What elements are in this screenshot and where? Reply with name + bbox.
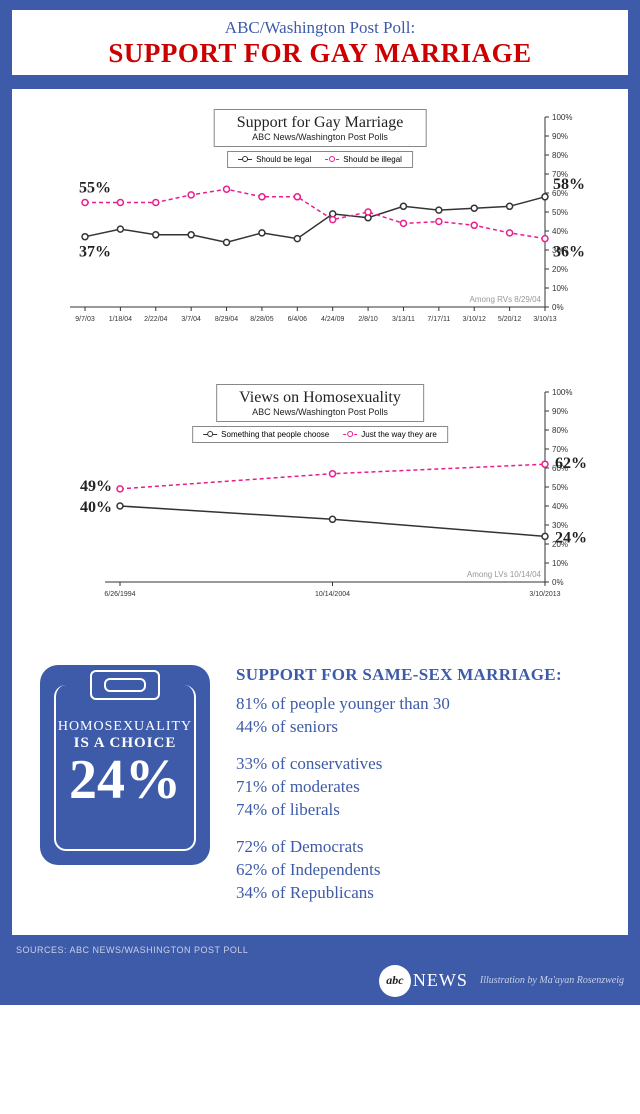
stats-line: 74% of liberals	[236, 799, 562, 822]
svg-text:58%: 58%	[553, 176, 585, 193]
clipboard-stat: HOMOSEXUALITY IS A CHOICE 24%	[40, 665, 210, 865]
legend-item: Should be legal	[238, 155, 311, 164]
svg-text:24%: 24%	[555, 529, 587, 546]
svg-text:20%: 20%	[552, 265, 568, 274]
svg-text:2/22/04: 2/22/04	[144, 316, 167, 323]
chart-title: Support for Gay Marriage	[237, 114, 404, 132]
svg-text:90%: 90%	[552, 407, 568, 416]
svg-text:6/4/06: 6/4/06	[288, 316, 308, 323]
svg-text:7/17/11: 7/17/11	[427, 316, 450, 323]
svg-text:1/18/04: 1/18/04	[109, 316, 132, 323]
svg-text:3/13/11: 3/13/11	[392, 316, 415, 323]
svg-text:40%: 40%	[80, 499, 112, 516]
legend-item: Just the way they are	[343, 430, 437, 439]
svg-text:50%: 50%	[552, 483, 568, 492]
svg-text:40%: 40%	[552, 502, 568, 511]
abc-logo-circle: abc	[379, 965, 411, 997]
stats-line: 71% of moderates	[236, 776, 562, 799]
bottom-row: HOMOSEXUALITY IS A CHOICE 24% SUPPORT FO…	[22, 657, 618, 919]
legend-label: Something that people choose	[221, 430, 329, 439]
svg-text:10%: 10%	[552, 559, 568, 568]
stats-block: SUPPORT FOR SAME-SEX MARRIAGE: 81% of pe…	[236, 665, 562, 919]
svg-text:2/8/10: 2/8/10	[358, 316, 378, 323]
svg-text:4/24/09: 4/24/09	[321, 316, 344, 323]
svg-text:5/20/12: 5/20/12	[498, 316, 521, 323]
clipboard-line1: HOMOSEXUALITY	[40, 719, 210, 735]
stats-group: 81% of people younger than 3044% of seni…	[236, 693, 562, 739]
footer: abc NEWS Illustration by Ma'ayan Rosenzw…	[12, 959, 628, 997]
chart-subtitle: ABC News/Washington Post Polls	[237, 132, 404, 142]
legend-label: Should be illegal	[343, 155, 402, 164]
chart-legend: Something that people choose Just the wa…	[192, 426, 448, 443]
news-text: NEWS	[413, 970, 468, 991]
header: ABC/Washington Post Poll: SUPPORT FOR GA…	[12, 10, 628, 75]
svg-text:80%: 80%	[552, 426, 568, 435]
chart-support: Support for Gay Marriage ABC News/Washin…	[40, 107, 600, 362]
stats-group: 33% of conservatives71% of moderates74% …	[236, 753, 562, 822]
chart-legend: Should be legal Should be illegal	[227, 151, 413, 168]
stats-line: 33% of conservatives	[236, 753, 562, 776]
svg-text:62%: 62%	[555, 455, 587, 472]
svg-text:6/26/1994: 6/26/1994	[104, 591, 135, 598]
chart-title-box: Support for Gay Marriage ABC News/Washin…	[214, 109, 427, 147]
abc-news-logo: abc NEWS	[379, 965, 468, 997]
legend-label: Just the way they are	[361, 430, 437, 439]
svg-text:40%: 40%	[552, 227, 568, 236]
illustration-credit: Illustration by Ma'ayan Rosenzweig	[480, 975, 624, 986]
svg-text:49%: 49%	[80, 478, 112, 495]
svg-text:80%: 80%	[552, 151, 568, 160]
svg-text:3/10/2013: 3/10/2013	[529, 591, 560, 598]
legend-item: Should be illegal	[325, 155, 402, 164]
svg-text:100%: 100%	[552, 113, 572, 122]
svg-text:0%: 0%	[552, 303, 564, 312]
svg-text:10/14/2004: 10/14/2004	[315, 591, 350, 598]
svg-text:3/10/13: 3/10/13	[533, 316, 556, 323]
svg-text:50%: 50%	[552, 208, 568, 217]
svg-text:10%: 10%	[552, 284, 568, 293]
svg-text:8/28/05: 8/28/05	[250, 316, 273, 323]
legend-item: Something that people choose	[203, 430, 329, 439]
stats-line: 34% of Republicans	[236, 882, 562, 905]
main-panel: Support for Gay Marriage ABC News/Washin…	[12, 89, 628, 935]
svg-text:36%: 36%	[553, 244, 585, 261]
chart-views: Views on Homosexuality ABC News/Washingt…	[40, 382, 600, 637]
svg-text:100%: 100%	[552, 388, 572, 397]
stats-heading: SUPPORT FOR SAME-SEX MARRIAGE:	[236, 665, 562, 685]
svg-text:9/7/03: 9/7/03	[75, 316, 95, 323]
svg-text:3/10/12: 3/10/12	[463, 316, 486, 323]
svg-text:Among RVs 8/29/04: Among RVs 8/29/04	[470, 295, 542, 304]
svg-text:55%: 55%	[79, 180, 111, 197]
stats-line: 81% of people younger than 30	[236, 693, 562, 716]
stats-line: 72% of Democrats	[236, 836, 562, 859]
chart-title: Views on Homosexuality	[239, 389, 401, 407]
svg-text:8/29/04: 8/29/04	[215, 316, 238, 323]
svg-text:37%: 37%	[79, 244, 111, 261]
stats-line: 62% of Independents	[236, 859, 562, 882]
header-subtitle: ABC/Washington Post Poll:	[12, 18, 628, 38]
svg-text:70%: 70%	[552, 445, 568, 454]
svg-text:Among LVs 10/14/04: Among LVs 10/14/04	[467, 570, 542, 579]
svg-text:90%: 90%	[552, 132, 568, 141]
header-title: SUPPORT FOR GAY MARRIAGE	[12, 38, 628, 69]
clipboard-value: 24%	[40, 752, 210, 808]
stats-group: 72% of Democrats62% of Independents34% o…	[236, 836, 562, 905]
svg-text:3/7/04: 3/7/04	[181, 316, 201, 323]
chart-subtitle: ABC News/Washington Post Polls	[239, 407, 401, 417]
infographic-frame: ABC/Washington Post Poll: SUPPORT FOR GA…	[0, 0, 640, 1005]
sources-line: SOURCES: ABC NEWS/WASHINGTON POST POLL	[12, 935, 628, 959]
chart-title-box: Views on Homosexuality ABC News/Washingt…	[216, 384, 424, 422]
legend-label: Should be legal	[256, 155, 311, 164]
stats-line: 44% of seniors	[236, 716, 562, 739]
svg-text:0%: 0%	[552, 578, 564, 587]
